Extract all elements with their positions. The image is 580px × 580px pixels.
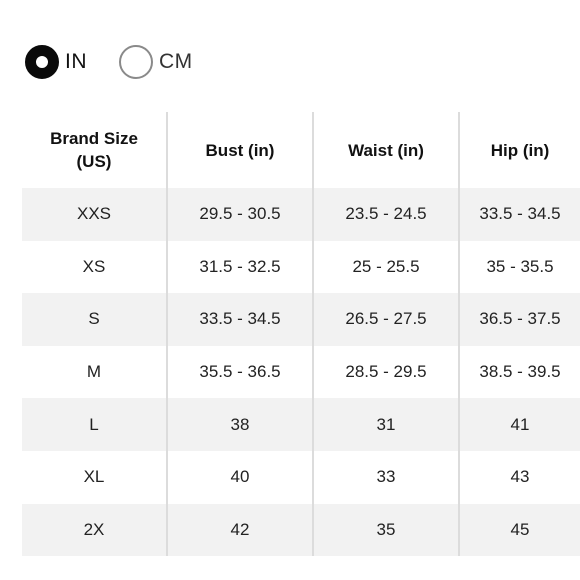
unit-option-in[interactable]: IN: [25, 45, 87, 79]
cell-bust: 38: [166, 398, 313, 451]
cell-brand-size: XL: [83, 467, 105, 487]
cell-brand-size: L: [22, 398, 167, 451]
radio-unselected-icon[interactable]: [119, 45, 153, 79]
cell-brand-size: S: [22, 293, 167, 346]
cell-waist: 35: [312, 503, 459, 557]
table-row: L 38 31 41: [22, 398, 580, 451]
cell-bust: 33.5 - 34.5: [166, 293, 313, 346]
unit-option-in-label: IN: [65, 50, 87, 73]
radio-selected-icon[interactable]: [25, 45, 59, 79]
cell-bust: 40: [166, 450, 313, 504]
unit-option-cm[interactable]: CM: [119, 45, 193, 79]
cell-hip: 38.5 - 39.5: [458, 345, 580, 399]
table-row: XS 31.5 - 32.5 25 - 25.5 35 - 35.5: [22, 240, 580, 294]
cell-bust: 29.5 - 30.5: [166, 188, 313, 241]
header-brand-size: Brand Size (US): [22, 112, 167, 188]
cell-bust: 31.5 - 32.5: [166, 240, 313, 294]
table-row: XL 40 33 43: [22, 450, 580, 504]
cell-brand-size: XS: [82, 256, 106, 276]
cell-hip: 41: [458, 398, 580, 451]
cell-waist: 25 - 25.5: [312, 240, 459, 294]
header-brand-size-label: Brand Size (US): [50, 129, 138, 171]
cell-hip: 43: [458, 450, 580, 504]
table-row: S 33.5 - 34.5 26.5 - 27.5 36.5 - 37.5: [22, 293, 580, 346]
header-waist: Waist (in): [312, 112, 459, 188]
size-chart-table: Brand Size (US) Bust (in) Waist (in) Hip…: [22, 112, 580, 557]
cell-waist: 33: [312, 450, 459, 504]
cell-brand-size: XXS: [22, 188, 167, 241]
cell-brand-size: 2X: [22, 503, 167, 557]
table-row: M 35.5 - 36.5 28.5 - 29.5 38.5 - 39.5: [22, 345, 580, 399]
table-row: 2X 42 35 45: [22, 503, 580, 557]
cell-hip: 36.5 - 37.5: [458, 293, 580, 346]
cell-waist: 23.5 - 24.5: [312, 188, 459, 241]
unit-toggle: IN CM: [25, 42, 193, 82]
cell-waist: 28.5 - 29.5: [312, 345, 459, 399]
cell-waist: 31: [312, 398, 459, 451]
table-row: XXS 29.5 - 30.5 23.5 - 24.5 33.5 - 34.5: [22, 188, 580, 241]
cell-bust: 35.5 - 36.5: [166, 345, 313, 399]
cell-hip: 45: [458, 503, 580, 557]
cell-hip: 33.5 - 34.5: [458, 188, 580, 241]
cell-waist: 26.5 - 27.5: [312, 293, 459, 346]
cell-bust: 42: [166, 503, 313, 557]
table-header-row: Brand Size (US) Bust (in) Waist (in) Hip…: [22, 112, 580, 188]
header-bust: Bust (in): [166, 112, 313, 188]
cell-brand-size: M: [86, 362, 102, 382]
header-hip: Hip (in): [458, 112, 580, 188]
unit-option-cm-label: CM: [159, 50, 193, 73]
cell-hip: 35 - 35.5: [458, 240, 580, 294]
